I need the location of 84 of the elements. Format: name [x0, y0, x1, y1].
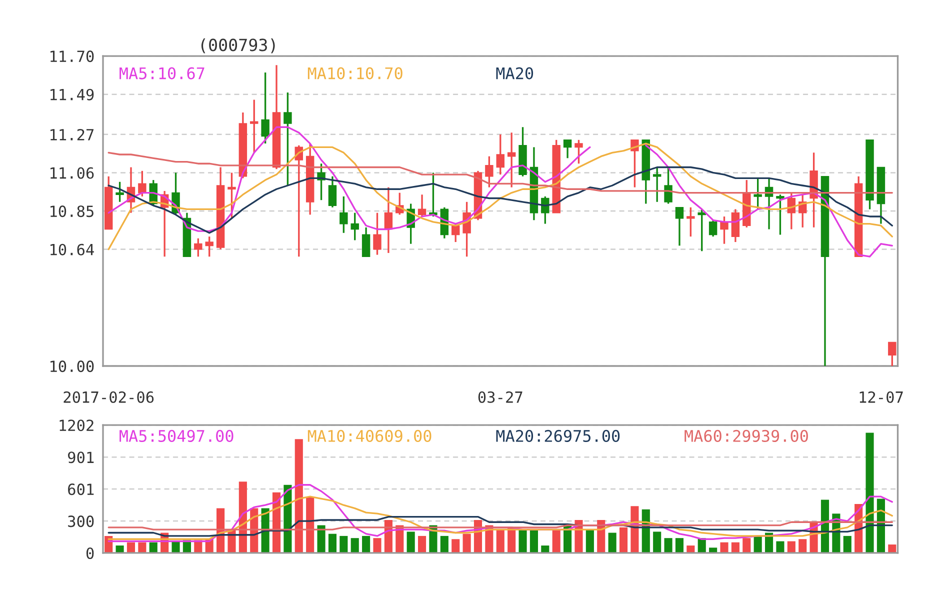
- candlestick: [350, 212, 359, 242]
- candlestick: [418, 194, 426, 218]
- bar: [530, 530, 538, 553]
- candlestick: [888, 341, 896, 366]
- candlestick: [116, 181, 124, 203]
- bar: [462, 534, 471, 553]
- y-tick-label: 1202: [60, 420, 94, 432]
- bar: [720, 542, 728, 553]
- y-tick-label: 10.85: [50, 206, 94, 218]
- y-tick-label: 300: [68, 516, 94, 528]
- bar: [418, 536, 426, 553]
- y-tick-label: 11.70: [50, 50, 94, 62]
- bar: [664, 538, 672, 553]
- candlestick: [630, 139, 639, 188]
- bar: [742, 538, 751, 553]
- text: MA10:40609.00: [308, 430, 432, 442]
- candlestick: [485, 155, 494, 188]
- bar: [452, 539, 460, 553]
- line-series: [108, 516, 893, 537]
- bar: [866, 432, 874, 553]
- candlestick: [731, 208, 740, 243]
- bar: [552, 530, 560, 553]
- candlestick: [496, 134, 504, 176]
- bar: [518, 530, 527, 553]
- bar: [440, 536, 448, 553]
- candlestick: [708, 219, 718, 238]
- candlestick: [328, 176, 337, 208]
- chart-title: (000793): [201, 38, 275, 54]
- y-tick-label: 10.00: [50, 360, 94, 372]
- candlestick: [652, 166, 662, 203]
- bar: [362, 536, 370, 553]
- candlestick: [384, 186, 393, 254]
- line-series: [108, 521, 893, 530]
- bar: [586, 530, 594, 553]
- candlestick: [686, 206, 695, 238]
- bar: [608, 532, 616, 553]
- text: MA5:10.67: [120, 67, 204, 80]
- text: MA20: [496, 67, 534, 80]
- bar: [496, 530, 504, 553]
- line-series: [108, 166, 893, 234]
- candlestick: [205, 236, 214, 258]
- bar: [619, 527, 628, 553]
- bar: [340, 536, 348, 553]
- candlestick: [340, 196, 348, 234]
- bar: [294, 439, 303, 553]
- candlestick: [373, 212, 382, 256]
- bar: [172, 541, 180, 553]
- x-tick-label: 12-07: [860, 391, 903, 403]
- line-series: [108, 496, 893, 540]
- candlestick: [261, 72, 270, 144]
- candlestick: [541, 196, 550, 225]
- candlestick: [574, 139, 583, 164]
- candlestick: [138, 170, 146, 198]
- candlestick: [194, 238, 202, 258]
- bar: [653, 532, 662, 553]
- bar: [350, 538, 359, 553]
- candlestick: [675, 206, 684, 246]
- y-tick-label: 601: [68, 484, 94, 496]
- candlestick: [754, 177, 762, 210]
- y-tick-label: 11.49: [50, 88, 94, 100]
- candlestick: [228, 172, 236, 220]
- y-tick-label: 0: [86, 547, 94, 560]
- bar: [328, 534, 337, 553]
- x-tick-label: 2017-02-06: [64, 391, 154, 403]
- bar: [675, 538, 684, 553]
- text: MA10:10.70: [308, 67, 402, 80]
- y-tick-label: 901: [68, 452, 94, 464]
- bar: [798, 539, 807, 553]
- candlestick: [362, 226, 370, 258]
- y-tick-label: 11.06: [50, 167, 94, 179]
- candlestick: [250, 98, 258, 154]
- text: MA60:29939.00: [684, 430, 808, 442]
- candlestick: [563, 139, 572, 159]
- candlestick: [664, 166, 672, 205]
- bar: [843, 536, 852, 553]
- bar: [406, 532, 415, 553]
- text: MA5:50497.00: [120, 430, 234, 442]
- bar: [373, 538, 382, 553]
- x-tick-label: 03-27: [478, 391, 522, 403]
- y-tick-label: 10.64: [50, 244, 94, 256]
- candlestick: [776, 194, 784, 236]
- text: MA20:26975.00: [496, 430, 620, 442]
- y-tick-label: 11.27: [50, 128, 94, 140]
- candlestick: [284, 92, 292, 186]
